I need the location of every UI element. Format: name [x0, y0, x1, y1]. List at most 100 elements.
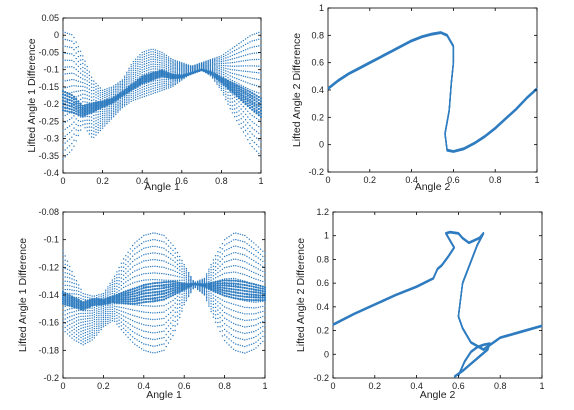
data-point — [167, 70, 170, 72]
data-point — [102, 318, 105, 321]
data-point — [233, 81, 236, 83]
data-point — [210, 281, 213, 284]
data-point — [260, 58, 262, 60]
data-point — [75, 280, 78, 282]
y-tick-label: -0.3 — [43, 134, 59, 144]
data-point — [136, 291, 139, 294]
data-point — [216, 64, 218, 66]
data-point — [170, 301, 172, 303]
data-point — [226, 260, 228, 263]
data-point — [141, 69, 143, 71]
data-point — [116, 271, 118, 273]
data-point — [71, 285, 73, 288]
data-point — [165, 315, 167, 318]
data-point — [91, 317, 93, 319]
data-point — [136, 275, 138, 277]
data-point — [73, 339, 75, 341]
data-point — [117, 88, 119, 91]
data-point — [218, 73, 220, 75]
data-point — [249, 53, 251, 55]
data-point — [214, 282, 217, 285]
data-point — [255, 91, 258, 93]
data-point — [253, 33, 256, 35]
data-point — [233, 61, 236, 63]
data-point — [101, 93, 104, 96]
data-point — [111, 286, 114, 288]
data-point — [189, 65, 192, 67]
data-point — [149, 351, 152, 353]
data-point — [210, 271, 212, 274]
data-point — [226, 237, 228, 239]
data-point — [145, 330, 147, 333]
data-point — [62, 80, 64, 83]
data-point — [170, 279, 172, 282]
data-point — [255, 255, 257, 257]
data-point — [233, 89, 236, 92]
data-point — [104, 295, 107, 297]
data-point — [264, 252, 266, 255]
data-point — [181, 276, 183, 279]
data-point — [69, 323, 71, 326]
data-point — [96, 308, 98, 310]
data-point — [176, 279, 179, 282]
data-point — [244, 124, 247, 126]
data-point — [125, 255, 127, 257]
data-point — [214, 303, 217, 305]
data-point — [136, 286, 139, 289]
data-point — [161, 343, 163, 346]
data-point — [64, 91, 67, 94]
data-point — [152, 68, 154, 70]
data-point — [131, 320, 134, 322]
data-point — [165, 255, 167, 257]
data-point — [124, 290, 127, 293]
data-point — [84, 75, 86, 77]
data-point — [165, 333, 167, 336]
data-point — [253, 277, 255, 280]
data-point — [253, 254, 255, 256]
data-point — [249, 77, 251, 79]
data-point — [253, 313, 255, 315]
data-point — [219, 270, 221, 272]
data-point — [170, 258, 172, 260]
data-point — [84, 331, 87, 334]
data-point — [161, 87, 163, 89]
data-point — [223, 281, 226, 285]
data-point — [257, 289, 260, 292]
data-point — [221, 304, 224, 306]
data-point — [172, 66, 174, 68]
data-point — [117, 90, 119, 92]
data-point — [84, 60, 86, 62]
data-point — [136, 310, 138, 312]
data-point — [126, 102, 128, 104]
data-point — [165, 78, 168, 81]
data-point — [244, 59, 247, 62]
data-point — [246, 313, 248, 315]
data-point — [244, 345, 246, 348]
data-point — [254, 288, 258, 291]
data-point — [139, 58, 141, 61]
y-tick-label: -0.14 — [38, 290, 59, 300]
data-point — [100, 328, 102, 331]
data-point — [240, 99, 243, 102]
data-point — [158, 233, 161, 235]
data-point — [233, 73, 236, 75]
data-point — [193, 70, 197, 73]
data-point — [84, 300, 87, 303]
data-point — [248, 344, 250, 346]
data-point — [108, 111, 110, 113]
data-point — [228, 338, 230, 340]
series-line — [327, 31, 538, 152]
data-point — [118, 292, 121, 295]
data-point — [263, 288, 267, 291]
data-point — [123, 82, 126, 84]
data-point — [133, 300, 136, 303]
data-point — [194, 282, 197, 285]
data-point — [183, 292, 185, 295]
data-point — [99, 87, 102, 89]
data-point — [159, 51, 161, 53]
data-point — [144, 286, 148, 289]
data-point — [225, 284, 228, 287]
data-point — [210, 274, 212, 276]
data-point — [154, 63, 157, 65]
data-point — [248, 325, 250, 328]
